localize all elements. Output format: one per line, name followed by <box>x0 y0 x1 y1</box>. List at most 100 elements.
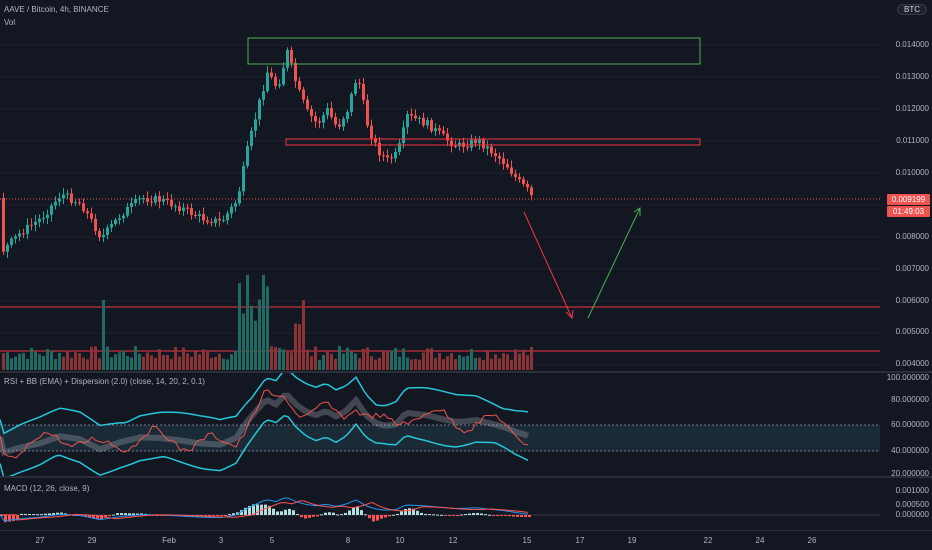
price-axis[interactable]: 0.014000 0.013000 0.012000 0.011000 0.01… <box>880 0 932 372</box>
volume-bar <box>406 357 409 370</box>
forecast-up-arrow <box>587 207 641 319</box>
volume-bar <box>322 354 325 370</box>
candle-body <box>338 124 341 127</box>
volume-bar <box>526 355 529 370</box>
macd-axis[interactable]: 0.001000 0.000500 0.000000 <box>880 478 932 530</box>
macd-pane[interactable]: MACD (12, 26, close, 9) <box>0 478 880 530</box>
macd-histogram-bar <box>488 514 491 516</box>
volume-bar <box>70 357 73 370</box>
volume-bar <box>246 275 249 370</box>
macd-histogram-bar <box>264 504 267 515</box>
macd-histogram-bar <box>364 514 367 516</box>
time-axis[interactable] <box>0 531 932 550</box>
volume-bar <box>502 353 505 370</box>
time-label: 26 <box>807 536 817 545</box>
volume-bar <box>174 347 177 370</box>
volume-bar <box>382 350 385 370</box>
price-tick: 0.006000 <box>895 296 929 305</box>
price-chart[interactable] <box>0 0 880 372</box>
volume-bar <box>278 347 281 370</box>
volume-bar <box>450 353 453 370</box>
pane-separator[interactable] <box>0 476 932 478</box>
volume-bar <box>266 286 269 370</box>
volume-bar <box>170 358 173 370</box>
volume-bar <box>114 354 117 370</box>
macd-histogram-bar <box>240 510 243 515</box>
candle-body <box>62 194 65 199</box>
volume-bar <box>194 351 197 370</box>
macd-histogram-bar <box>248 505 251 515</box>
volume-bar <box>126 356 129 370</box>
macd-histogram-bar <box>504 515 507 516</box>
currency-badge[interactable]: BTC <box>897 4 927 15</box>
dispersion-band <box>0 392 530 457</box>
volume-bar <box>6 352 9 370</box>
volume-bar <box>486 351 489 370</box>
volume-bar <box>86 359 89 370</box>
signal-line <box>0 500 529 521</box>
volume-bar <box>78 353 81 370</box>
macd-chart[interactable] <box>0 478 880 530</box>
rsi-axis[interactable]: 100.000000 80.000000 60.000000 40.000000… <box>880 373 932 478</box>
candle-body <box>274 76 277 86</box>
candle-body <box>158 196 161 202</box>
macd-histogram-bar <box>284 509 287 515</box>
pane-separator[interactable] <box>0 371 932 373</box>
candle-body <box>154 196 157 203</box>
volume-bar <box>242 313 245 370</box>
macd-histogram-bar <box>4 515 7 523</box>
macd-histogram-bar <box>288 508 291 515</box>
candle-body <box>342 119 345 127</box>
macd-histogram-bar <box>96 515 99 520</box>
volume-bar <box>446 356 449 370</box>
volume-bar <box>234 350 237 370</box>
macd-histogram-bar <box>512 515 515 517</box>
macd-histogram-bar <box>24 513 27 515</box>
macd-histogram-bar <box>0 514 3 516</box>
candle-body <box>26 224 29 234</box>
macd-histogram-bar <box>244 507 247 515</box>
macd-histogram-bar <box>356 506 359 515</box>
candle-body <box>178 206 181 211</box>
volume-bar <box>198 354 201 370</box>
volume-bar <box>90 346 93 370</box>
candle-body <box>18 233 21 237</box>
candle-body <box>426 120 429 126</box>
volume-bar <box>342 353 345 370</box>
candle-body <box>70 193 73 203</box>
candle-body <box>442 130 445 134</box>
volume-bar <box>210 358 213 370</box>
volume-bar <box>2 353 5 370</box>
candle-body <box>218 218 221 221</box>
volume-bar <box>130 357 133 370</box>
volume-bar <box>214 356 217 370</box>
candle-body <box>282 67 285 85</box>
volume-bar <box>298 324 301 370</box>
volume-bar <box>466 355 469 370</box>
macd-histogram-bar <box>492 515 495 516</box>
rsi-chart[interactable] <box>0 373 880 476</box>
candle-body <box>226 213 229 221</box>
rsi-pane[interactable]: RSI + BB (EMA) + Dispersion (2.0) (close… <box>0 373 880 476</box>
candle-body <box>206 220 209 223</box>
macd-histogram-bar <box>156 515 159 516</box>
macd-histogram-bar <box>340 514 343 516</box>
forecast-down-arrow <box>523 211 573 319</box>
candle-body <box>262 91 265 100</box>
candle-body <box>302 89 305 100</box>
candle-body <box>434 128 437 132</box>
volume-bar <box>202 349 205 370</box>
candle-body <box>310 108 313 117</box>
macd-histogram-bar <box>500 515 503 516</box>
volume-bar <box>438 353 441 370</box>
volume-bar <box>318 359 321 370</box>
price-pane[interactable]: AAVE / Bitcoin, 4h, BINANCE Vol <box>0 0 880 372</box>
volume-bar <box>326 351 329 370</box>
volume-bar <box>454 359 457 370</box>
candle-body <box>242 166 245 192</box>
macd-histogram-bar <box>56 512 59 515</box>
volume-bar <box>366 347 369 370</box>
candle-body <box>290 49 293 63</box>
macd-histogram-bar <box>320 514 323 516</box>
macd-histogram-bar <box>344 512 347 515</box>
